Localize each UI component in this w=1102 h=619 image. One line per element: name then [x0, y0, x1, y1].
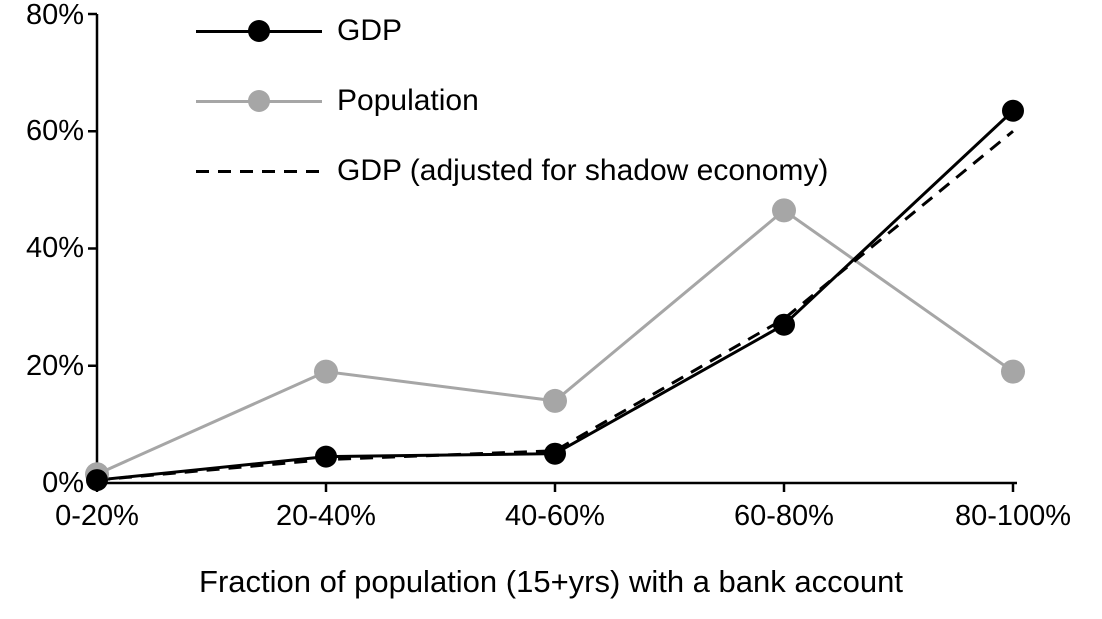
x-axis-tick-label: 40-60%	[505, 500, 605, 532]
marker-gdp	[773, 313, 795, 336]
legend-label-gdp-adjusted: GDP (adjusted for shadow economy)	[337, 154, 829, 187]
x-axis-title: Fraction of population (15+yrs) with a b…	[199, 564, 903, 599]
x-axis-tick-label: 0-20%	[55, 500, 139, 532]
series-line-gdp-adjusted-for-shadow-economy	[96, 130, 1014, 482]
y-axis-tick-label: 60%	[25, 115, 84, 147]
marker-population	[772, 198, 796, 223]
legend-item-gdp: GDP	[196, 0, 828, 66]
series-line-population	[96, 208, 1014, 476]
legend-line-population	[196, 90, 322, 112]
y-axis-tick-label: 40%	[25, 232, 84, 264]
legend: GDP Population GDP (adjusted for shadow …	[196, 0, 828, 206]
marker-gdp	[315, 445, 337, 468]
marker-population	[543, 388, 567, 413]
legend-item-gdp-adjusted: GDP (adjusted for shadow economy)	[196, 136, 828, 206]
marker-gdp	[86, 469, 108, 492]
legend-label-gdp: GDP	[337, 14, 403, 47]
y-axis-tick-label: 0%	[42, 467, 84, 499]
legend-item-population: Population	[196, 66, 828, 136]
legend-label-population: Population	[337, 84, 479, 117]
x-axis-tick-label: 60-80%	[734, 500, 834, 532]
marker-gdp	[1002, 99, 1024, 122]
marker-population	[1001, 359, 1025, 384]
marker-gdp	[544, 442, 566, 465]
legend-marker-gdp	[248, 20, 270, 42]
legend-line-gdp	[196, 20, 322, 42]
y-axis-tick-label: 80%	[25, 0, 84, 31]
legend-marker-population	[248, 90, 270, 112]
x-axis-tick-label: 80-100%	[954, 500, 1072, 532]
legend-line-gdp-adjusted	[196, 169, 322, 173]
y-axis-tick-label: 20%	[25, 350, 84, 382]
marker-population	[314, 359, 338, 384]
x-axis-tick-label: 20-40%	[276, 500, 376, 532]
